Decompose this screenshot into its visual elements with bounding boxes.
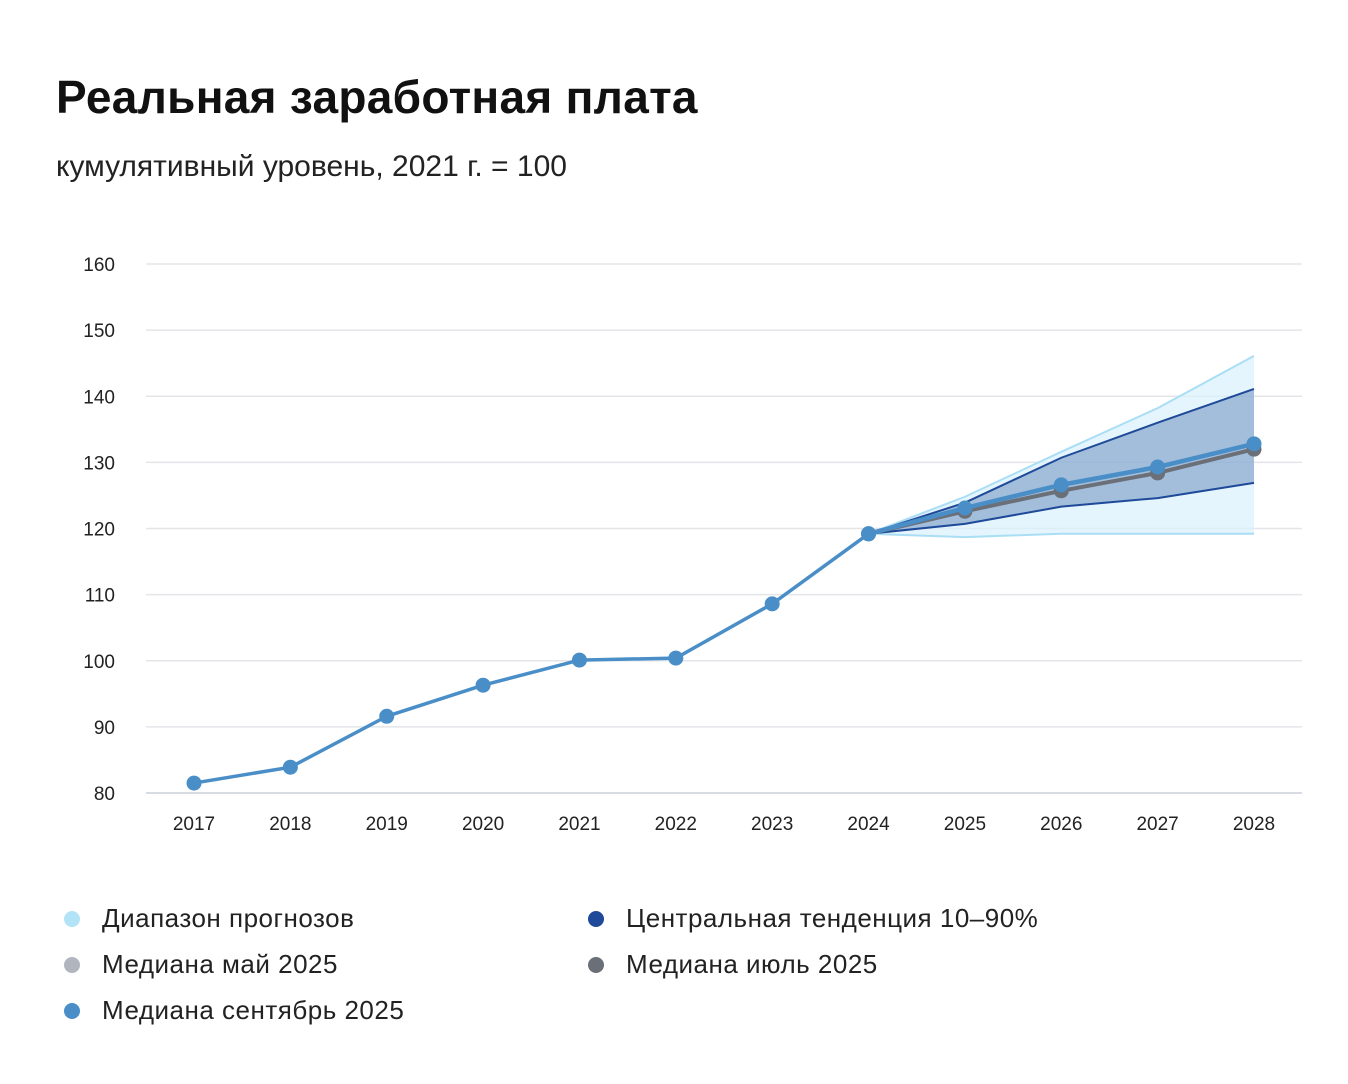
y-tick-label: 140 [83, 387, 115, 408]
x-tick-label: 2022 [655, 814, 697, 835]
history-point [475, 677, 491, 693]
legend-label: Медиана июль 2025 [626, 949, 878, 979]
y-tick-label: 130 [83, 453, 115, 474]
legend-item-may: Медиана май 2025 [64, 949, 338, 980]
legend-label: Диапазон прогнозов [102, 903, 355, 933]
history-point [764, 596, 780, 612]
legend-dot-icon [64, 910, 80, 927]
history-point [186, 775, 202, 791]
x-tick-label: 2025 [944, 814, 986, 835]
y-tick-label: 120 [83, 520, 115, 541]
legend-item-september: Медиана сентябрь 2025 [64, 995, 404, 1026]
legend-item-july: Медиана июль 2025 [588, 949, 878, 980]
x-tick-label: 2027 [1136, 814, 1178, 835]
y-tick-label: 150 [83, 321, 115, 342]
x-tick-label: 2024 [847, 814, 890, 835]
y-tick-label: 160 [83, 255, 115, 276]
chart-plot: 80 90 100 110 120 130 140 150 160 2017 2018 2019 202… [83, 255, 1302, 835]
legend-label: Медиана сентябрь 2025 [102, 995, 405, 1025]
x-tick-label: 2026 [1040, 814, 1082, 835]
median-september-point [1246, 436, 1262, 452]
legend-label: Медиана май 2025 [102, 949, 338, 979]
x-tick-label: 2028 [1233, 814, 1275, 835]
history-point [379, 708, 395, 724]
legend-item-central: Центральная тенденция 10–90% [588, 903, 1038, 934]
x-tick-label: 2023 [751, 814, 793, 835]
y-tick-label: 100 [83, 652, 115, 673]
history-point [668, 650, 684, 666]
median-september-point [1150, 459, 1166, 475]
forecast-range-upper [868, 355, 1255, 535]
x-tick-label: 2018 [269, 814, 311, 835]
history-line [193, 532, 870, 785]
legend-dot-icon [588, 910, 604, 927]
legend-dot-icon [64, 1002, 80, 1019]
legend-label: Центральная тенденция 10–90% [626, 903, 1039, 933]
median-september-point [1053, 477, 1069, 493]
chart-subtitle: кумулятивный уровень, 2021 г. = 100 [56, 150, 567, 183]
median-september-point [957, 500, 973, 516]
history-point [861, 526, 877, 542]
history-point [282, 759, 298, 775]
x-tick-label: 2019 [366, 814, 408, 835]
x-tick-label: 2020 [462, 814, 504, 835]
chart-title: Реальная заработная плата [56, 71, 698, 123]
legend-item-range: Диапазон прогнозов [64, 903, 354, 934]
y-tick-label: 80 [94, 784, 115, 805]
central-tendency-lower [868, 481, 1255, 535]
y-tick-label: 110 [85, 586, 115, 607]
y-tick-label: 90 [94, 718, 115, 739]
x-tick-label: 2017 [173, 814, 215, 835]
central-tendency-upper [868, 388, 1255, 535]
forecast-range-lower [868, 532, 1254, 539]
legend-dot-icon [64, 956, 80, 973]
history-point [571, 652, 587, 668]
x-tick-label: 2021 [558, 814, 600, 835]
legend-dot-icon [588, 956, 604, 973]
